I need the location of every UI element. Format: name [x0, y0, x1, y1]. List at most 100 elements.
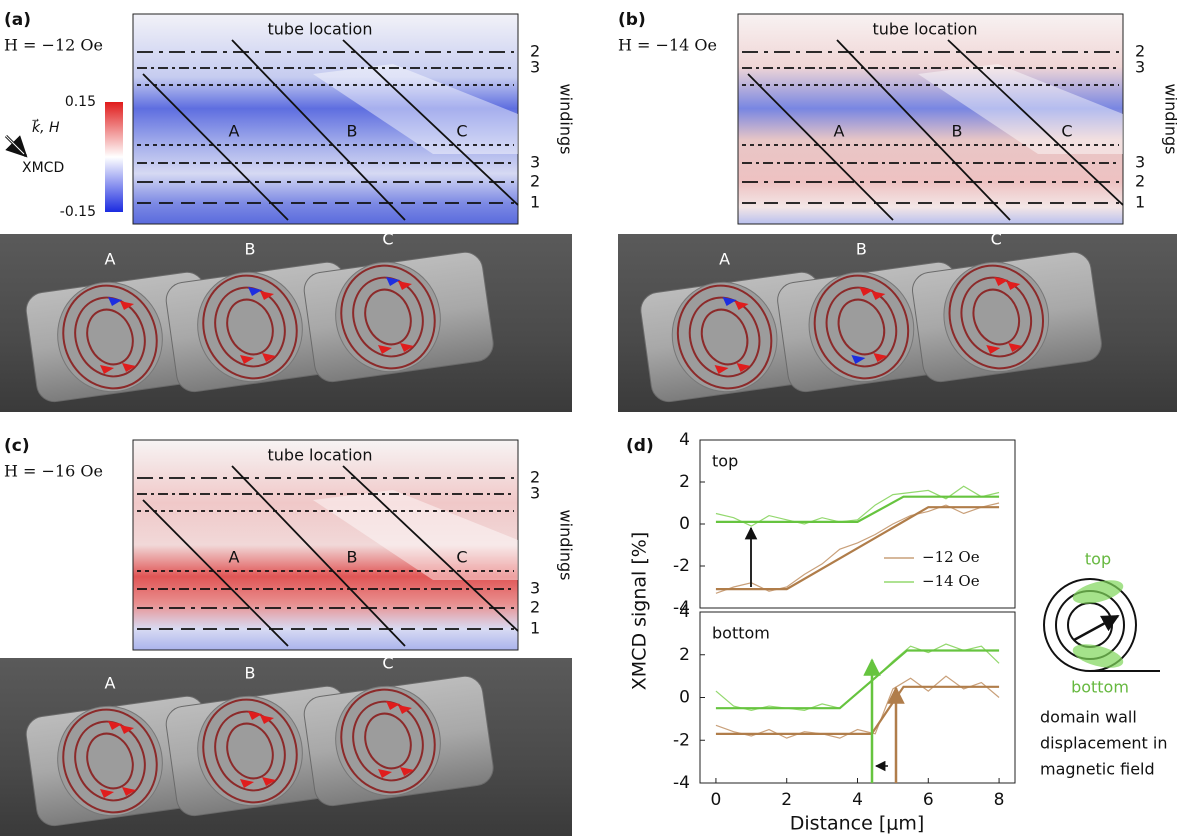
x-tick-label: 6: [923, 790, 934, 810]
winding: [364, 712, 412, 770]
winding: [62, 708, 158, 814]
field-label: H = −16 Oe: [4, 462, 103, 481]
winding: [960, 276, 1033, 358]
tube-label: B: [347, 122, 358, 141]
tube-end: [943, 261, 1050, 373]
xmcd-map: [132, 439, 519, 651]
tube-end: [335, 261, 441, 373]
winding-number: 3: [530, 58, 540, 77]
y-tick-label: 2: [679, 472, 690, 492]
moment-arrow: [262, 777, 276, 786]
moment-arrow: [120, 725, 134, 734]
winding-number: 1: [1135, 193, 1145, 212]
render-label: A: [105, 250, 116, 269]
colorbar-tick: 0.15: [65, 94, 96, 110]
panel-label: (a): [4, 10, 31, 30]
winding: [352, 276, 424, 358]
data-line: [715, 495, 1000, 524]
tube-end: [808, 271, 915, 383]
winding: [340, 264, 436, 370]
data-line: [715, 685, 1000, 735]
moment-arrow: [994, 277, 1009, 286]
winding: [226, 298, 274, 356]
schematic-label: top: [1085, 550, 1111, 569]
tube-end: [197, 271, 303, 383]
tube-end: [671, 281, 778, 393]
x-tick-label: 0: [711, 790, 722, 810]
tube-label: B: [347, 548, 358, 567]
moment-arrow: [714, 365, 729, 374]
y-tick-label: -2: [673, 556, 690, 576]
winding: [74, 720, 146, 802]
caption: magnetic field: [1040, 760, 1155, 779]
y-tick-label: 0: [679, 514, 690, 534]
winding-number: 2: [1135, 42, 1145, 61]
domain-wall: [1072, 580, 1124, 604]
render-label: C: [382, 230, 393, 249]
panel-label: (d): [626, 436, 654, 456]
moment-arrow: [734, 301, 749, 310]
render-label: C: [991, 230, 1002, 249]
tube-label: A: [834, 122, 845, 141]
winding-number: 3: [530, 579, 540, 598]
winding: [202, 274, 298, 380]
moment-arrow: [100, 365, 114, 374]
winding-number: 2: [530, 172, 540, 191]
tube-edge: [342, 39, 519, 206]
plot-frame: [699, 611, 1016, 784]
caption: domain wall: [1040, 708, 1137, 727]
winding: [86, 732, 134, 790]
plot-frame: [699, 439, 1016, 609]
moment-arrow: [378, 769, 392, 778]
moment-arrow: [108, 297, 122, 306]
x-axis-label: Distance [μm]: [790, 813, 925, 835]
panel-label: (b): [618, 10, 646, 30]
render-label: A: [719, 250, 730, 269]
winding: [340, 688, 436, 794]
winding-number: 2: [530, 468, 540, 487]
map-title: tube location: [268, 446, 373, 465]
winding-number: 3: [530, 153, 540, 172]
y-tick-label: -2: [673, 730, 690, 750]
winding: [837, 298, 886, 356]
moment-arrow: [240, 355, 254, 364]
render-label: A: [105, 674, 116, 693]
winding: [86, 308, 134, 366]
moment-arrow: [398, 281, 412, 290]
winding-number: 1: [530, 619, 540, 638]
map-title: tube location: [873, 20, 978, 39]
winding: [948, 264, 1045, 370]
tube-end: [197, 695, 303, 807]
moment-arrow: [248, 287, 262, 296]
winding: [226, 722, 274, 780]
legend-label: −14 Oe: [922, 572, 980, 590]
tube-edge: [231, 465, 406, 647]
x-tick-label: 2: [781, 790, 792, 810]
tube-end: [57, 705, 163, 817]
y-tick-label: 4: [679, 430, 690, 450]
tube-edge: [836, 39, 1011, 221]
schematic-arrow: [1073, 614, 1120, 642]
moment-arrow: [986, 345, 1001, 354]
tube-label: A: [229, 548, 240, 567]
winding: [214, 286, 286, 368]
moment-arrow: [248, 711, 262, 720]
x-tick-label: 4: [852, 790, 863, 810]
y-axis-label: XMCD signal [%]: [629, 532, 651, 690]
data-line: [715, 485, 1000, 527]
y-tick-label: 2: [679, 645, 690, 665]
moment-arrow: [122, 363, 136, 372]
tube-edge: [142, 73, 289, 221]
y-tick-label: -4: [673, 773, 690, 793]
tube-edge: [142, 499, 289, 647]
winding-number: 3: [530, 484, 540, 503]
moment-arrow: [851, 355, 866, 364]
xmcd-map: [737, 13, 1124, 225]
data-line: [715, 649, 1000, 710]
moment-arrow: [262, 353, 276, 362]
moment-arrow: [859, 287, 874, 296]
tube-label: C: [1061, 122, 1072, 141]
moment-arrow: [108, 721, 122, 730]
